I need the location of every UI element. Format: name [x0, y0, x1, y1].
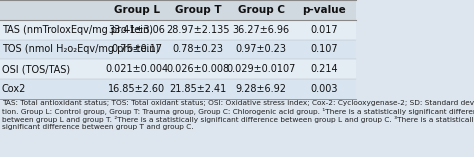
FancyBboxPatch shape	[0, 59, 356, 79]
Text: 0.107: 0.107	[310, 44, 338, 54]
Text: 9.28±6.92: 9.28±6.92	[236, 84, 287, 94]
Text: OSI (TOS/TAS): OSI (TOS/TAS)	[2, 64, 70, 74]
Text: 0.026±0.008: 0.026±0.008	[167, 64, 230, 74]
Text: 0.75±0.17: 0.75±0.17	[111, 44, 163, 54]
Text: TAS: Total antioxidant status; TOS: Total oxidant status; OSI: Oxidative stress : TAS: Total antioxidant status; TOS: Tota…	[2, 100, 474, 130]
Text: Cox2: Cox2	[2, 84, 26, 94]
Text: 0.214: 0.214	[310, 64, 338, 74]
Text: 0.021±0.004: 0.021±0.004	[105, 64, 168, 74]
FancyBboxPatch shape	[0, 40, 356, 59]
Text: TOS (nmol H₂o₂Eqv/mg pro-tein): TOS (nmol H₂o₂Eqv/mg pro-tein)	[2, 44, 159, 54]
FancyBboxPatch shape	[0, 0, 356, 20]
Text: 0.003: 0.003	[310, 84, 338, 94]
Text: 0.97±0.23: 0.97±0.23	[236, 44, 287, 54]
Text: 21.85±2.41: 21.85±2.41	[170, 84, 227, 94]
Text: Group L: Group L	[114, 5, 160, 15]
Text: 28.97±2.135: 28.97±2.135	[166, 25, 230, 35]
FancyBboxPatch shape	[0, 79, 356, 99]
Text: 0.017: 0.017	[310, 25, 338, 35]
FancyBboxPatch shape	[0, 99, 356, 157]
Text: 0.78±0.23: 0.78±0.23	[173, 44, 224, 54]
Text: Group T: Group T	[175, 5, 221, 15]
Text: 16.85±2.60: 16.85±2.60	[109, 84, 165, 94]
Text: 0.029±0.0107: 0.029±0.0107	[227, 64, 296, 74]
Text: 33.41±3.06: 33.41±3.06	[109, 25, 165, 35]
FancyBboxPatch shape	[0, 20, 356, 40]
Text: p-value: p-value	[302, 5, 346, 15]
Text: TAS (nmTroloxEqv/mg pro-tein): TAS (nmTroloxEqv/mg pro-tein)	[2, 25, 153, 35]
Text: 36.27±6.96: 36.27±6.96	[233, 25, 290, 35]
Text: Group C: Group C	[238, 5, 285, 15]
